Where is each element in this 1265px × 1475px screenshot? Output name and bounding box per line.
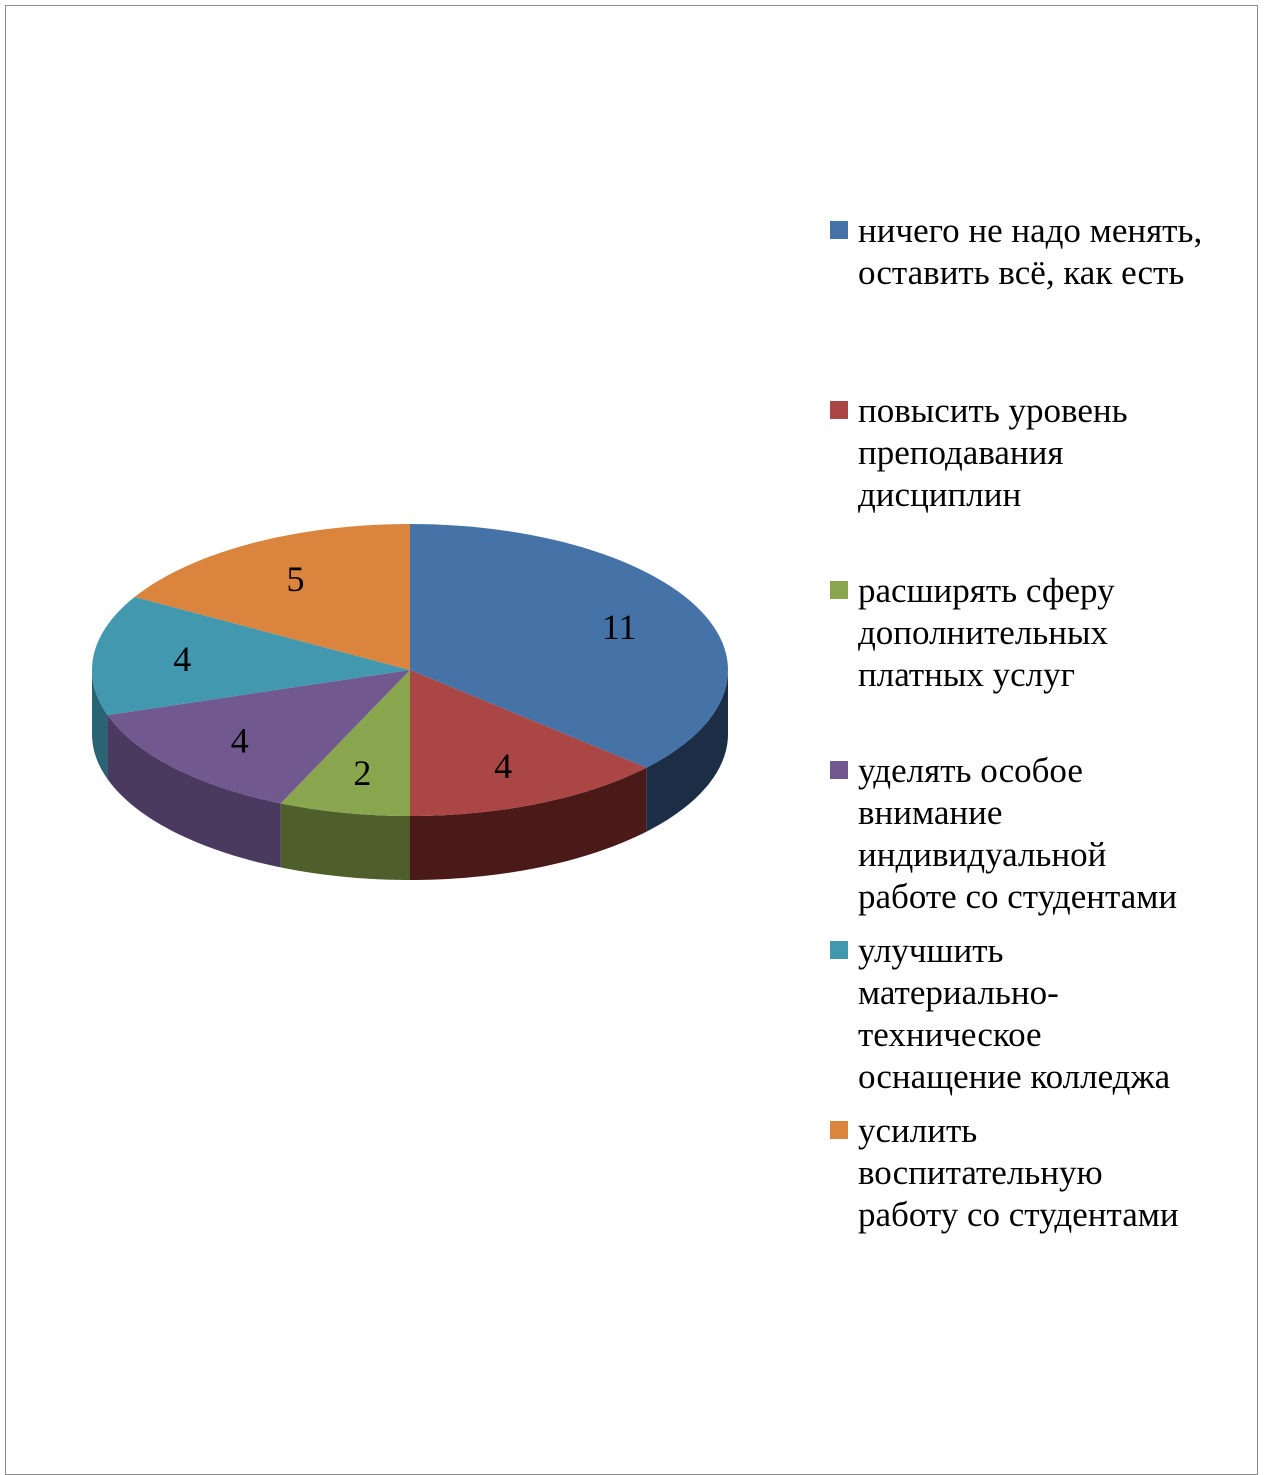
legend-swatch — [830, 761, 848, 779]
data-label-0: 11 — [602, 607, 637, 647]
pie-slice-1 — [410, 670, 647, 816]
legend-label: усилить воспитательную работу со студент… — [858, 1111, 1179, 1234]
legend-label: расширять сферу дополнительных платных у… — [858, 571, 1115, 694]
pie-side-0 — [646, 670, 728, 832]
data-label-3: 4 — [231, 720, 249, 760]
pie-side-3 — [107, 715, 281, 868]
pie-tops — [92, 524, 728, 816]
data-label-2: 2 — [353, 753, 371, 793]
legend-swatch — [830, 1121, 848, 1139]
data-label-4: 4 — [173, 639, 191, 679]
pie-slice-3 — [107, 670, 410, 804]
pie-side-4 — [92, 670, 108, 780]
legend-swatch — [830, 221, 848, 239]
data-label-1: 4 — [494, 746, 512, 786]
legend-label: повысить уровень преподавания дисциплин — [858, 391, 1128, 514]
pie-data-labels: 11 4 2 4 4 5 — [173, 559, 636, 793]
pie-slice-0 — [410, 524, 728, 768]
pie-slice-5 — [134, 524, 410, 670]
pie-side-2 — [280, 803, 410, 880]
legend-label: уделять особое внимание индивидуальной р… — [858, 751, 1178, 916]
legend-swatch — [830, 941, 848, 959]
legend-swatch — [830, 401, 848, 419]
pie-slice-4 — [92, 597, 410, 716]
data-label-5: 5 — [287, 559, 305, 599]
legend-label: ничего не надо менять, оставить всё, как… — [858, 211, 1203, 292]
legend-label: улучшить материально- техническое оснаще… — [858, 931, 1171, 1096]
pie-side-1 — [410, 767, 647, 880]
pie-sides — [92, 670, 728, 880]
pie-slice-2 — [280, 670, 410, 816]
legend-swatch — [830, 581, 848, 599]
